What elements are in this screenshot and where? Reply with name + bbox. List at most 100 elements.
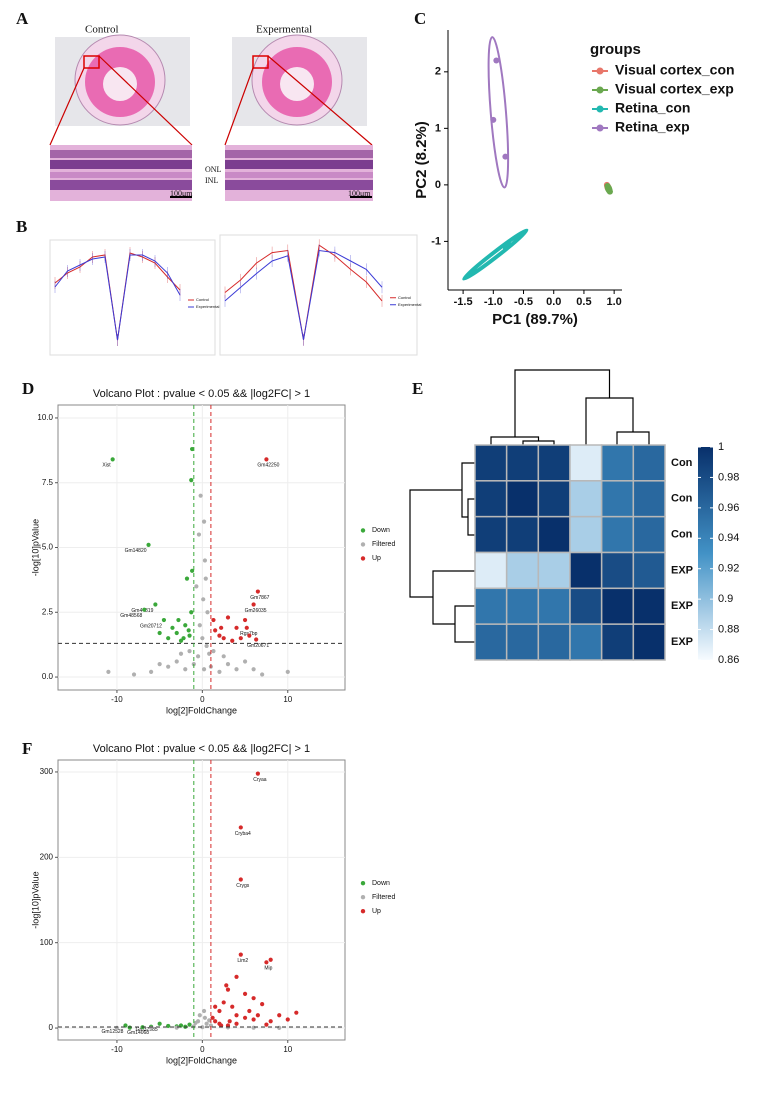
heatmap-cell xyxy=(632,587,666,625)
point xyxy=(190,446,195,452)
chart-title: Volcano Plot : pvalue < 0.05 && |log2FC|… xyxy=(93,388,310,400)
point xyxy=(110,457,115,462)
heatmap-cell xyxy=(474,587,508,625)
heatmap-cell xyxy=(632,551,666,590)
x-axis-label: log[2]FoldChange xyxy=(166,1055,237,1065)
legend-swatch xyxy=(360,556,366,561)
heatmap-cell xyxy=(600,551,635,590)
point xyxy=(234,667,239,672)
point xyxy=(217,633,222,638)
heatmap-cell xyxy=(474,444,508,482)
legend-swatch xyxy=(360,542,366,547)
y-tick-label: 100 xyxy=(40,938,54,947)
heatmap-cell xyxy=(569,551,603,590)
point xyxy=(268,1019,273,1024)
point xyxy=(194,584,199,589)
point xyxy=(238,636,243,641)
point-label: Gm20712 xyxy=(140,623,162,629)
point xyxy=(201,1008,207,1014)
point xyxy=(166,636,171,641)
point xyxy=(469,269,476,276)
point-label: Gm14068 xyxy=(127,1030,149,1036)
point xyxy=(146,542,151,548)
y-tick-label: 2.5 xyxy=(42,607,54,616)
point xyxy=(227,1019,232,1024)
y-tick-label: 7.5 xyxy=(42,478,54,487)
panel-label: E xyxy=(412,379,423,398)
point xyxy=(195,654,201,659)
layer-label: INL xyxy=(205,176,218,185)
point xyxy=(197,623,202,628)
point xyxy=(211,649,216,654)
heatmap-cell xyxy=(569,623,603,661)
point xyxy=(178,638,184,643)
colorbar-tick-label: 0.94 xyxy=(718,532,739,544)
colorbar-tick-label: 0.88 xyxy=(718,623,739,635)
point xyxy=(174,659,179,664)
point xyxy=(224,983,229,988)
y-tick-label: 0 xyxy=(49,1023,54,1032)
point xyxy=(225,987,231,992)
y-tick-label: 10.0 xyxy=(37,413,53,422)
point xyxy=(183,667,188,672)
point xyxy=(255,589,260,594)
point xyxy=(255,1013,260,1018)
legend-label: Retina_con xyxy=(615,100,690,116)
point-label: Cryba4 xyxy=(235,831,251,837)
line xyxy=(224,249,383,340)
point xyxy=(204,1021,209,1026)
colorbar-tick-label: 0.92 xyxy=(718,563,739,575)
point xyxy=(217,669,222,674)
point xyxy=(114,1025,120,1030)
histology-label: Expermental xyxy=(256,24,312,36)
point xyxy=(202,1015,208,1020)
point xyxy=(251,667,256,672)
heatmap-cell xyxy=(474,551,508,590)
legend-swatch xyxy=(596,67,604,75)
point xyxy=(210,1015,215,1020)
point-label: Gm12528 xyxy=(102,1029,124,1035)
point-label: Cryaa xyxy=(253,777,267,783)
y-tick-label: 300 xyxy=(40,767,54,776)
point xyxy=(190,568,195,573)
row-label: Con xyxy=(671,493,693,505)
x-tick-label: 10 xyxy=(283,1045,292,1054)
legend-label: Control xyxy=(398,295,411,300)
point xyxy=(225,615,231,620)
point xyxy=(204,643,209,649)
point xyxy=(251,1017,256,1022)
colorbar-tick-label: 0.96 xyxy=(718,502,739,514)
point xyxy=(200,636,205,641)
point-label: Gm7867 xyxy=(250,595,269,601)
heatmap-cell xyxy=(537,623,571,661)
point xyxy=(260,1002,265,1007)
legend-swatch xyxy=(360,881,366,886)
point xyxy=(213,1004,218,1009)
heatmap-cell xyxy=(569,480,603,518)
point xyxy=(502,153,509,160)
point xyxy=(187,633,192,638)
x-axis-label: log[2]FoldChange xyxy=(166,705,237,715)
row-label: Con xyxy=(671,457,693,469)
point xyxy=(157,661,162,667)
heatmap-cell xyxy=(505,623,540,661)
panel-label: B xyxy=(16,217,27,236)
point xyxy=(238,877,243,882)
point xyxy=(234,1013,239,1018)
point xyxy=(208,1023,213,1028)
x-tick-label: 0 xyxy=(200,695,205,704)
legend-label: Experimental xyxy=(196,304,219,309)
point xyxy=(106,669,111,674)
point xyxy=(490,116,497,123)
layer-label: ONL xyxy=(205,165,222,174)
heatmap-cell xyxy=(600,480,635,518)
point xyxy=(183,623,188,628)
histology-experimental xyxy=(224,34,373,201)
point-label: Crygs xyxy=(236,883,250,889)
point xyxy=(201,667,207,672)
point xyxy=(254,637,259,642)
point xyxy=(260,672,265,677)
heatmap-cell xyxy=(505,480,540,518)
point xyxy=(207,1018,212,1023)
point xyxy=(205,610,210,615)
